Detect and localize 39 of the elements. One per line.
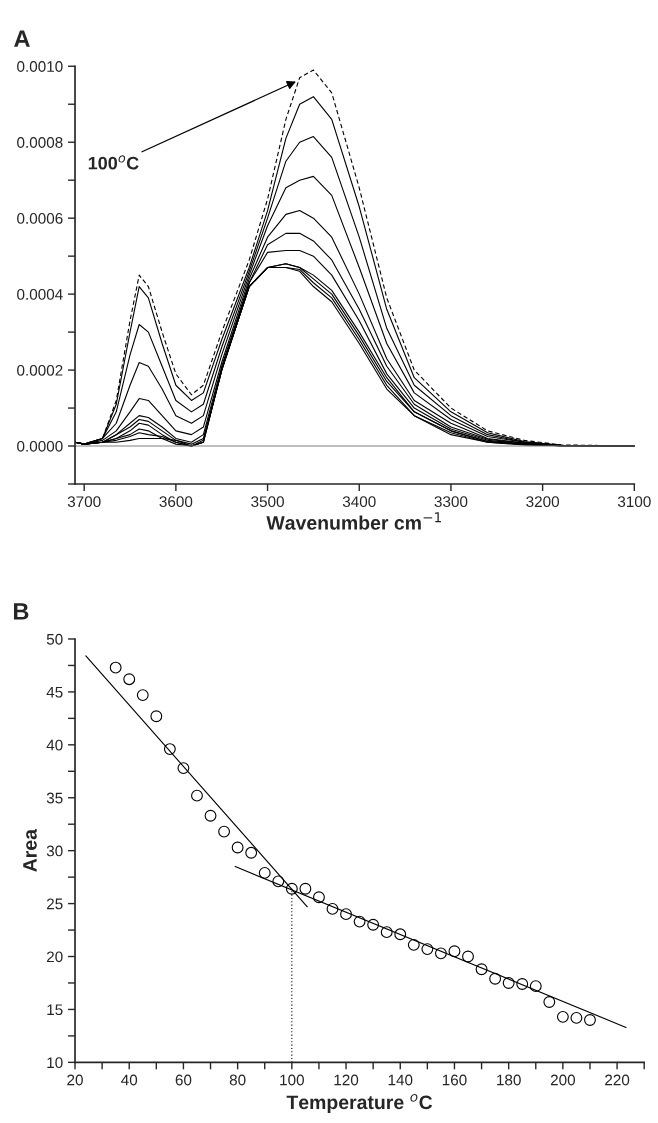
chart-title: B: [13, 603, 29, 620]
y-tick-label: 15: [47, 1004, 63, 1016]
annotation: 100$^{o}$C: [88, 155, 139, 170]
x-tick-label: 3700: [67, 496, 101, 508]
y-tick-label: 25: [46, 898, 63, 910]
x-tick-label: 200: [550, 1074, 576, 1086]
y-tick-label: 40: [46, 739, 63, 751]
x-tick-label: 3400: [342, 496, 376, 508]
y-tick-label: 50: [46, 633, 63, 645]
y-tick-label: 35: [46, 792, 63, 804]
x-tick-label: 3200: [526, 496, 560, 508]
y-tick-label: 45: [46, 686, 63, 698]
y-tick-label: 10: [47, 1057, 63, 1069]
x-axis-title: Temperature $^{o}$C: [286, 1093, 433, 1114]
x-tick-label: 220: [605, 1074, 630, 1086]
x-tick-label: 180: [497, 1074, 521, 1086]
x-tick-label: 140: [388, 1074, 413, 1086]
x-tick-label: 80: [229, 1074, 246, 1086]
x-tick-label: 20: [67, 1074, 83, 1086]
x-tick-label: 40: [121, 1074, 138, 1086]
x-tick-label: 3500: [251, 496, 284, 508]
y-tick-label: 0.0004: [17, 288, 63, 300]
y-tick-label: 20: [46, 951, 63, 963]
x-tick-label: 160: [442, 1074, 467, 1086]
x-tick-label: 60: [175, 1074, 192, 1086]
x-tick-label: 3100: [617, 496, 651, 508]
x-tick-label: 100: [280, 1074, 304, 1086]
y-tick-label: 0.0002: [17, 364, 63, 376]
x-tick-label: 3300: [434, 496, 468, 508]
x-tick-label: 120: [334, 1074, 359, 1086]
y-tick-label: 0.0006: [17, 213, 63, 224]
y-tick-label: 0.0008: [17, 137, 63, 148]
x-tick-label: 3600: [159, 496, 193, 508]
x-axis-title: Wavenumber cm$^{−1}$: [266, 512, 441, 530]
chart-title: A: [14, 30, 30, 47]
y-tick-label: 30: [46, 845, 63, 857]
y-tick-label: 0.0010: [17, 61, 63, 72]
y-tick-label: 0.0000: [17, 440, 63, 452]
y-axis-title: Area: [23, 828, 37, 872]
